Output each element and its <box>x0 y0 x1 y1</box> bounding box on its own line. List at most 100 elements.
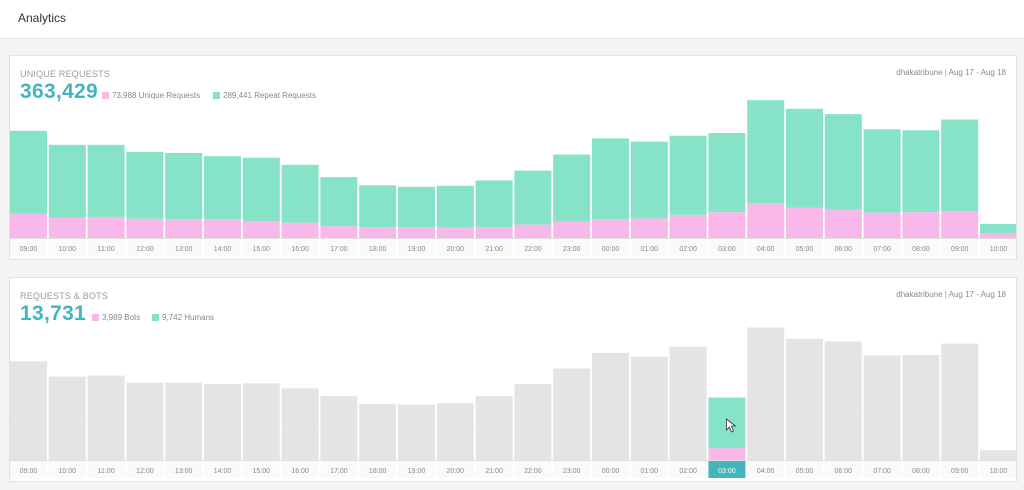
bar-bots[interactable] <box>475 429 513 460</box>
bar-humans[interactable] <box>398 404 435 433</box>
bar-unique-requests[interactable] <box>281 222 319 238</box>
bar-humans[interactable] <box>863 355 901 415</box>
bar-humans[interactable] <box>824 341 862 410</box>
bar-bots[interactable] <box>281 428 319 460</box>
bar-bots[interactable] <box>747 404 785 460</box>
bar-unique-requests[interactable] <box>708 212 746 238</box>
bar-bots[interactable] <box>436 432 474 460</box>
bar-unique-requests[interactable] <box>630 218 668 238</box>
bar-bots[interactable] <box>553 418 591 460</box>
bar-humans[interactable] <box>242 383 280 427</box>
bar-bots[interactable] <box>398 432 435 460</box>
bar-unique-requests[interactable] <box>398 227 435 238</box>
bar-humans[interactable] <box>786 338 823 407</box>
bar-unique-requests[interactable] <box>87 216 125 238</box>
bar-unique-requests[interactable] <box>863 212 901 238</box>
bar-bots[interactable] <box>592 412 629 460</box>
bar-unique-requests[interactable] <box>941 211 979 238</box>
bar-unique-requests[interactable] <box>980 233 1016 238</box>
bar-repeat-requests[interactable] <box>708 133 746 213</box>
bar-repeat-requests[interactable] <box>592 138 629 219</box>
bar-repeat-requests[interactable] <box>824 114 862 210</box>
bar-repeat-requests[interactable] <box>242 157 280 221</box>
bar-repeat-requests[interactable] <box>941 119 979 212</box>
bar-repeat-requests[interactable] <box>48 144 86 218</box>
bar-humans[interactable] <box>514 384 552 424</box>
bar-humans[interactable] <box>980 450 1016 456</box>
bar-unique-requests[interactable] <box>436 227 474 239</box>
bar-unique-requests[interactable] <box>10 213 47 239</box>
bar-unique-requests[interactable] <box>126 218 164 238</box>
bar-humans[interactable] <box>747 327 785 404</box>
bar-unique-requests[interactable] <box>669 214 707 238</box>
bar-bots[interactable] <box>359 432 397 460</box>
bar-bots[interactable] <box>902 413 940 460</box>
bar-bots[interactable] <box>824 409 862 460</box>
bar-repeat-requests[interactable] <box>514 170 552 225</box>
bar-repeat-requests[interactable] <box>436 185 474 228</box>
bar-repeat-requests[interactable] <box>87 144 125 217</box>
bar-humans[interactable] <box>902 355 940 414</box>
bar-repeat-requests[interactable] <box>980 224 1016 234</box>
bar-bots[interactable] <box>863 414 901 460</box>
bar-humans[interactable] <box>320 396 358 430</box>
bar-bots[interactable] <box>669 410 707 460</box>
bar-humans[interactable] <box>630 356 668 415</box>
bar-bots[interactable] <box>126 426 164 460</box>
bar-bots[interactable] <box>48 423 86 460</box>
bar-repeat-requests[interactable] <box>281 164 319 223</box>
legend-bots[interactable]: 3,989 Bots <box>92 313 140 322</box>
bar-humans[interactable] <box>436 403 474 433</box>
bar-bots[interactable] <box>980 455 1016 460</box>
bar-bots[interactable] <box>941 410 979 460</box>
bar-repeat-requests[interactable] <box>553 154 591 222</box>
bar-repeat-requests[interactable] <box>747 100 785 203</box>
bar-humans[interactable] <box>941 343 979 411</box>
bar-unique-requests[interactable] <box>165 219 203 238</box>
bar-unique-requests[interactable] <box>320 226 358 238</box>
legend-repeat[interactable]: 289,441 Repeat Requests <box>213 91 316 100</box>
bar-repeat-requests[interactable] <box>669 135 707 215</box>
bar-repeat-requests[interactable] <box>204 156 241 220</box>
bar-unique-requests[interactable] <box>242 220 280 238</box>
legend-humans[interactable]: 9,742 Humans <box>152 313 214 322</box>
bar-unique-requests[interactable] <box>359 227 397 238</box>
bar-repeat-requests[interactable] <box>902 130 940 213</box>
bar-humans[interactable] <box>553 368 591 418</box>
bar-bots[interactable] <box>320 429 358 460</box>
bar-unique-requests[interactable] <box>824 209 862 238</box>
bar-humans[interactable] <box>281 388 319 429</box>
bar-unique-requests[interactable] <box>475 227 513 238</box>
bar-bots[interactable] <box>708 448 746 460</box>
bar-humans[interactable] <box>669 346 707 411</box>
legend-unique[interactable]: 73,988 Unique Requests <box>102 91 200 100</box>
bar-repeat-requests[interactable] <box>165 152 203 220</box>
bar-humans[interactable] <box>48 376 86 424</box>
bar-unique-requests[interactable] <box>747 203 785 238</box>
bar-bots[interactable] <box>10 417 47 460</box>
bar-bots[interactable] <box>786 406 823 460</box>
bar-humans[interactable] <box>592 352 629 413</box>
bar-repeat-requests[interactable] <box>786 108 823 208</box>
bar-repeat-requests[interactable] <box>475 180 513 228</box>
bar-unique-requests[interactable] <box>786 207 823 238</box>
bar-repeat-requests[interactable] <box>398 186 435 228</box>
bar-humans[interactable] <box>126 382 164 427</box>
bar-unique-requests[interactable] <box>204 219 241 238</box>
bar-unique-requests[interactable] <box>902 212 940 238</box>
bar-humans[interactable] <box>165 382 203 427</box>
bar-humans[interactable] <box>87 375 125 424</box>
bar-repeat-requests[interactable] <box>863 129 901 213</box>
bar-bots[interactable] <box>87 423 125 460</box>
bar-humans[interactable] <box>10 361 47 418</box>
bar-humans[interactable] <box>359 404 397 433</box>
bar-repeat-requests[interactable] <box>126 151 164 219</box>
bar-unique-requests[interactable] <box>553 221 591 238</box>
bar-bots[interactable] <box>165 426 203 460</box>
bar-repeat-requests[interactable] <box>320 177 358 227</box>
bar-humans[interactable] <box>475 396 513 430</box>
bar-repeat-requests[interactable] <box>10 130 47 214</box>
bar-humans[interactable] <box>204 383 241 427</box>
bar-bots[interactable] <box>514 423 552 460</box>
bar-bots[interactable] <box>242 426 280 460</box>
